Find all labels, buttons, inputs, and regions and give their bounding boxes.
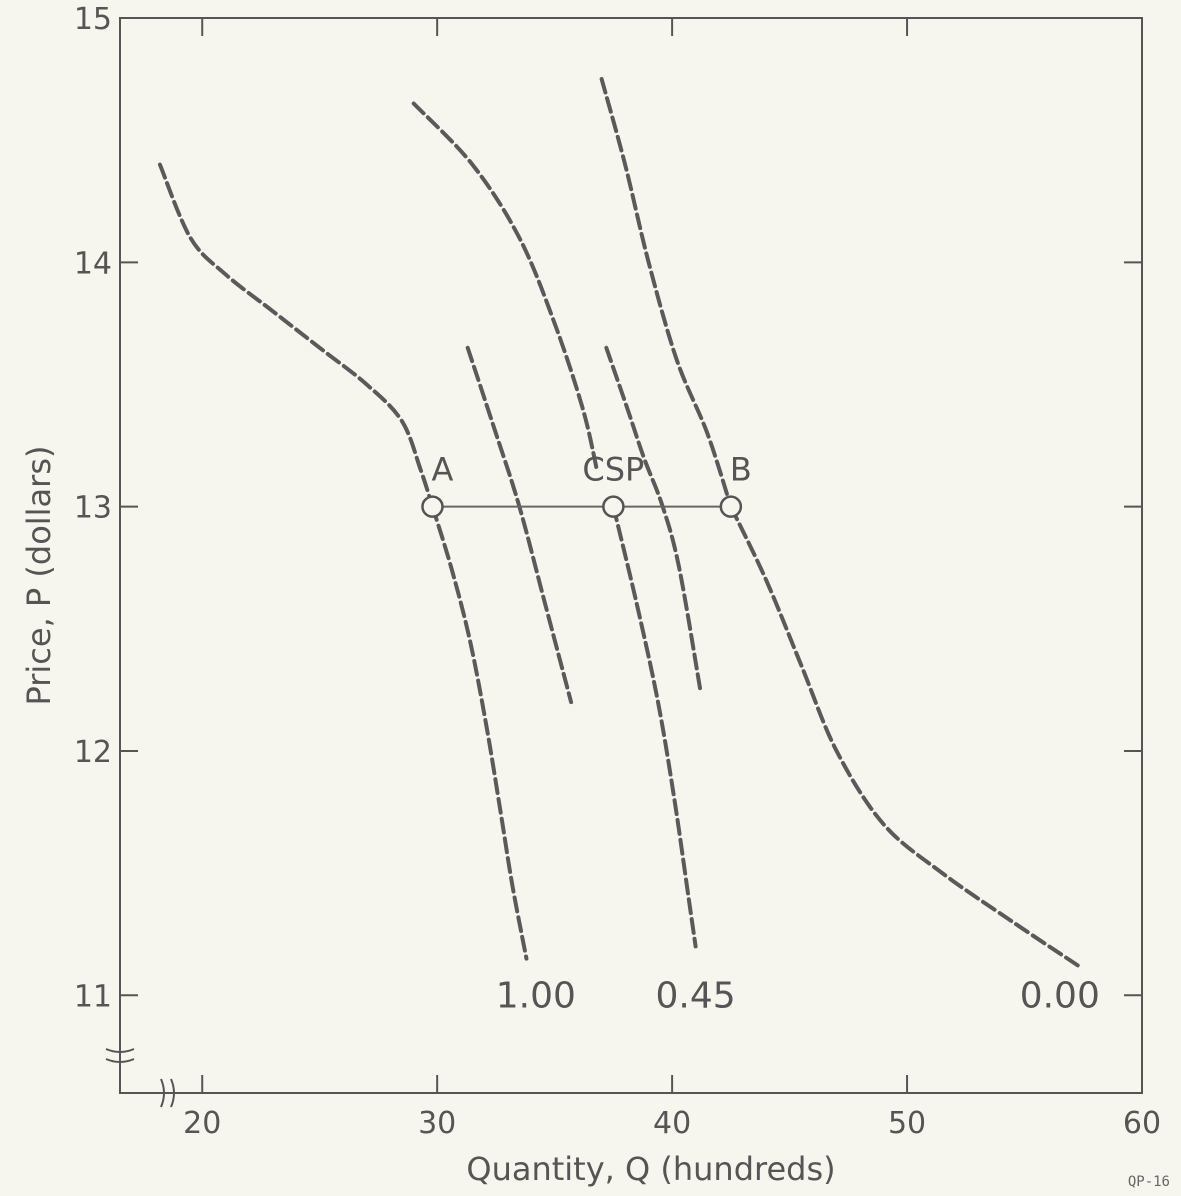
y-tick-label: 15: [74, 2, 112, 37]
x-tick-label: 20: [183, 1106, 221, 1141]
curve-label: 0.45: [656, 975, 736, 1016]
point-label-a: A: [432, 451, 454, 489]
series-line-6: [611, 504, 698, 949]
plot-frame: [119, 17, 1143, 1094]
x-tick-label: 50: [888, 1106, 926, 1141]
y-tick-label: 13: [74, 491, 112, 526]
x-tick-label: 60: [1123, 1106, 1161, 1141]
series-line-3: [411, 101, 599, 472]
x-axis-label: Quantity, Q (hundreds): [466, 1150, 835, 1188]
point-marker-csp: [602, 495, 625, 518]
point-marker-b: [719, 495, 743, 518]
curve-label: 1.00: [496, 975, 576, 1016]
x-tick-label: 30: [418, 1106, 456, 1141]
x-axis-break-mark: [160, 1078, 175, 1108]
series-line-1: [157, 162, 435, 509]
y-axis-break-mark: [105, 1048, 135, 1063]
x-tick-label: 40: [653, 1106, 691, 1141]
y-tick-label: 12: [74, 735, 112, 770]
series-line-2: [430, 504, 529, 961]
series-line-7: [599, 77, 733, 509]
series-line-8: [728, 504, 1081, 968]
y-tick-label: 14: [74, 246, 112, 281]
figure-id: QP-16: [1128, 1174, 1170, 1190]
point-label-b: B: [730, 451, 752, 489]
curve-label: 0.00: [1020, 975, 1100, 1016]
point-marker-a: [421, 495, 444, 518]
series-line-4: [465, 345, 574, 705]
y-tick-label: 11: [74, 979, 112, 1014]
point-label-csp: CSP: [582, 451, 644, 489]
series-line-5: [604, 345, 703, 692]
y-axis-label: Price, P (dollars): [20, 446, 58, 706]
